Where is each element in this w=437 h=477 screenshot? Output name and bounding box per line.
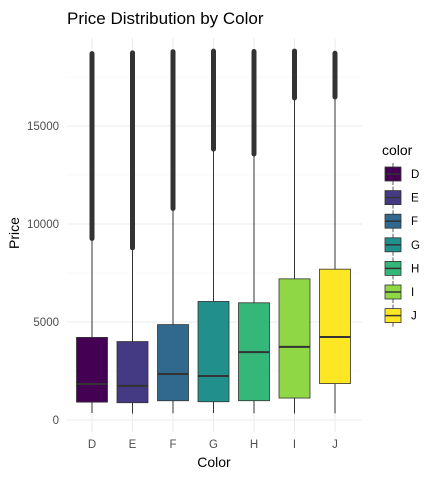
x-tick-label: I	[293, 439, 296, 451]
legend-label: F	[411, 216, 418, 228]
box-H	[238, 48, 270, 414]
box-E	[116, 50, 149, 414]
legend-item-E: E	[384, 186, 419, 209]
legend-item-H: H	[384, 257, 419, 280]
box-F	[157, 49, 189, 414]
box-body	[76, 337, 108, 403]
x-tick-labels: D E F G H I J	[88, 439, 338, 451]
legend-label: H	[411, 263, 419, 275]
x-tick-label: G	[209, 439, 218, 451]
x-tick-label: F	[169, 439, 176, 451]
y-axis-title: Price	[6, 217, 22, 249]
y-tick-label: 10000	[27, 219, 59, 231]
x-tick-label: H	[250, 439, 258, 451]
legend-item-F: F	[384, 210, 418, 233]
box-body	[157, 324, 189, 402]
x-tick-label: D	[88, 439, 96, 451]
legend-title: color	[382, 142, 413, 158]
box-G	[197, 48, 230, 414]
legend-label: I	[411, 287, 414, 299]
y-tick-label: 0	[53, 415, 59, 427]
legend-label: E	[411, 193, 419, 205]
y-tick-labels: 0 5000 10000 15000	[27, 121, 59, 427]
box-body	[278, 278, 311, 399]
x-tick-label: J	[332, 439, 338, 451]
legend-item-D: D	[384, 163, 419, 185]
x-tick-label: E	[129, 439, 137, 451]
legend-label: D	[411, 169, 419, 181]
legend-item-J: J	[384, 304, 417, 327]
box-D	[76, 51, 108, 414]
legend-label: G	[411, 240, 420, 252]
legend-label: J	[411, 311, 417, 323]
box-body	[319, 268, 351, 384]
chart-title: Price Distribution by Color	[67, 9, 264, 28]
y-tick-label: 15000	[27, 121, 59, 133]
box-J	[319, 50, 351, 414]
x-axis-title: Color	[197, 454, 231, 470]
legend-item-I: I	[384, 281, 414, 303]
box-body	[197, 301, 230, 403]
box-I	[278, 48, 311, 414]
box-plots	[76, 48, 351, 414]
legend-item-G: G	[384, 233, 420, 256]
box-body	[116, 341, 149, 404]
y-tick-label: 5000	[33, 317, 59, 329]
